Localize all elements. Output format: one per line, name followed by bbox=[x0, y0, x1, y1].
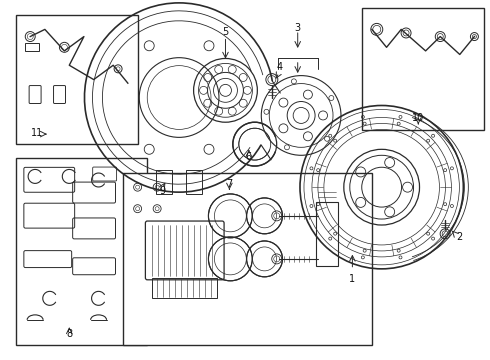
Bar bbox=[25, 43, 39, 51]
Text: 5: 5 bbox=[222, 27, 229, 37]
Text: 8: 8 bbox=[66, 329, 73, 339]
Bar bbox=[152, 278, 217, 298]
Text: 10: 10 bbox=[412, 113, 424, 123]
Bar bbox=[123, 173, 372, 345]
Bar bbox=[186, 170, 202, 194]
Text: 9: 9 bbox=[159, 186, 165, 196]
Text: 7: 7 bbox=[226, 179, 233, 189]
Text: 2: 2 bbox=[457, 232, 463, 242]
Bar bbox=[16, 15, 138, 144]
Text: 11: 11 bbox=[31, 129, 44, 138]
Text: 4: 4 bbox=[276, 62, 282, 72]
Bar bbox=[16, 158, 147, 345]
Text: 6: 6 bbox=[246, 152, 252, 162]
Bar bbox=[156, 170, 172, 194]
Text: 1: 1 bbox=[349, 274, 355, 284]
Bar bbox=[362, 8, 484, 130]
Text: 3: 3 bbox=[294, 23, 301, 33]
Bar bbox=[316, 202, 338, 266]
